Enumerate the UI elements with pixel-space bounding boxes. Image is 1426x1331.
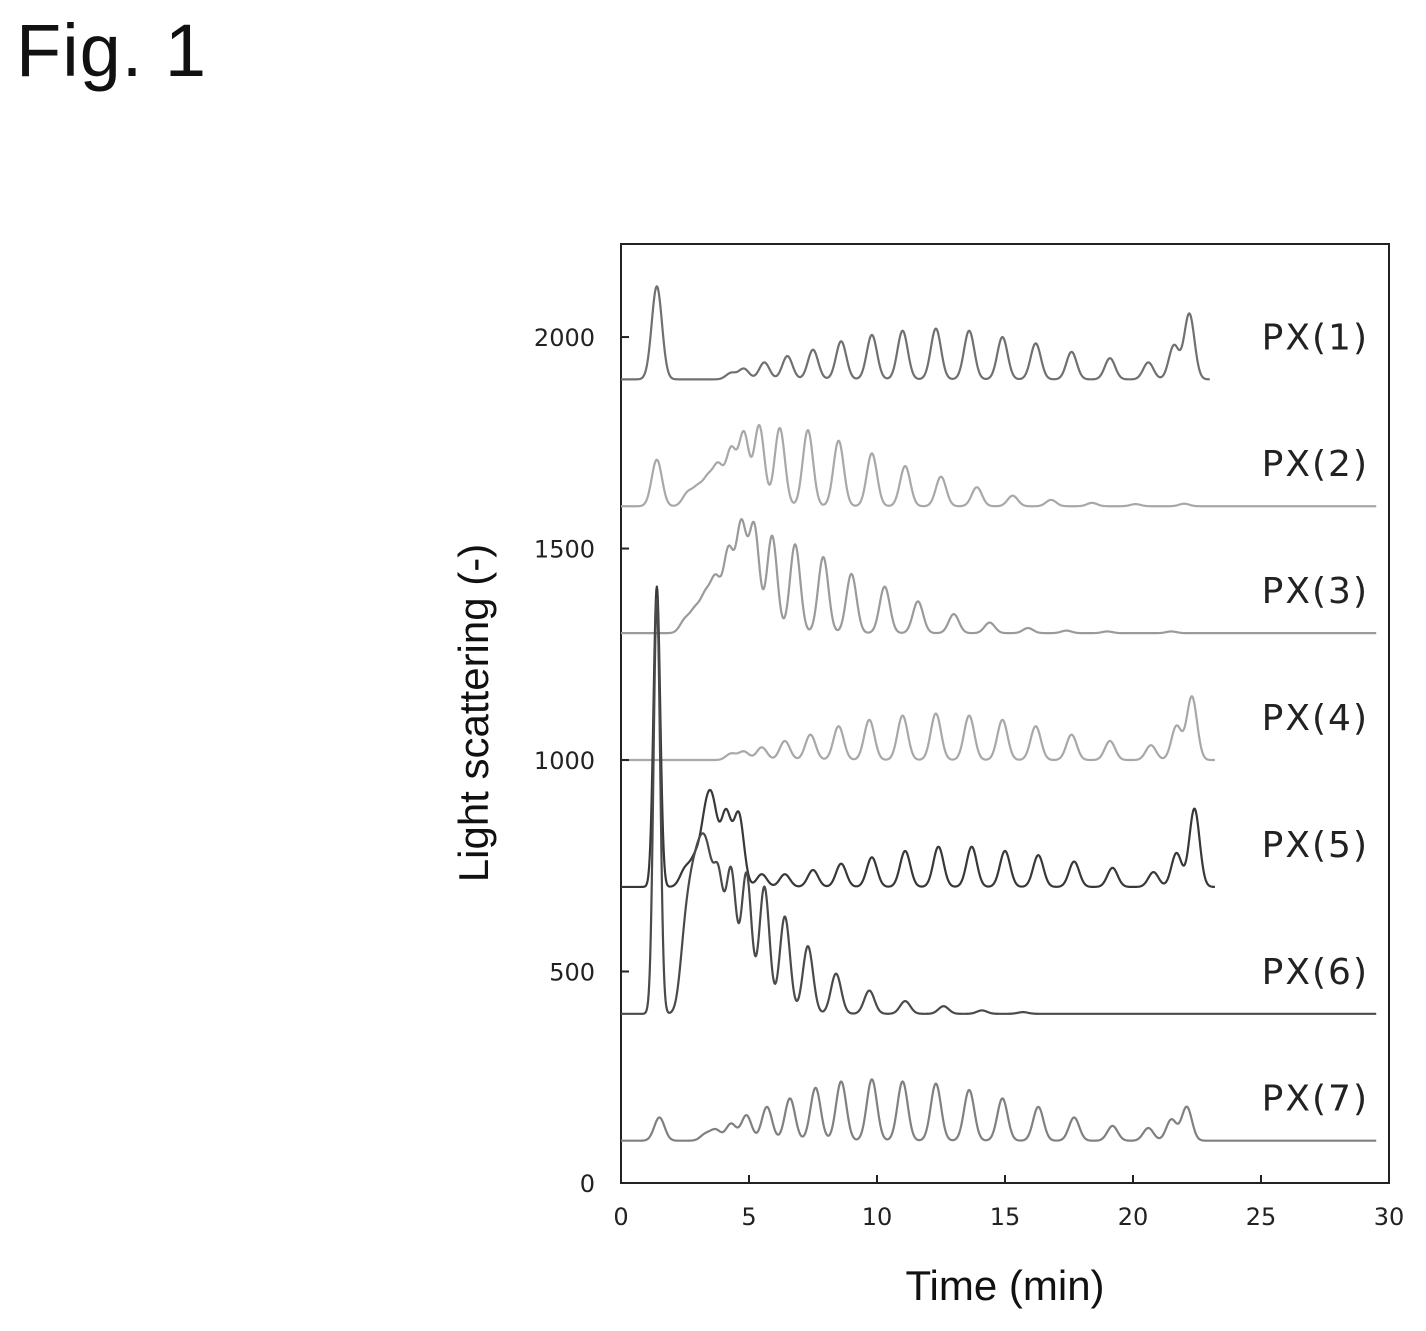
x-tick-label: 25 <box>1246 1203 1277 1231</box>
x-tick-label: 30 <box>1374 1203 1405 1231</box>
figure-label: Fig. 1 <box>16 9 208 92</box>
series-label: PX(7) <box>1262 1079 1369 1120</box>
y-tick-label: 0 <box>580 1170 595 1198</box>
x-tick-label: 0 <box>613 1203 628 1231</box>
series-line-px2 <box>620 423 1377 508</box>
series-line-px3 <box>620 518 1377 635</box>
x-axis-ticks: 0 5 10 15 20 25 30 <box>613 1175 1404 1231</box>
series-line-px7 <box>620 1078 1377 1142</box>
series-label: PX(1) <box>1262 317 1369 358</box>
series-label: PX(2) <box>1262 444 1369 485</box>
series-label: PX(6) <box>1262 952 1369 993</box>
series-layer: PX(1) PX(2) PX(3) PX(4) PX(5) PX(6) PX(7) <box>620 285 1377 1142</box>
y-tick-label: 2000 <box>534 324 595 352</box>
x-tick-label: 10 <box>862 1203 893 1231</box>
x-tick-label: 5 <box>741 1203 756 1231</box>
y-tick-label: 500 <box>549 959 595 987</box>
y-axis-ticks: 0 500 1000 1500 2000 <box>534 324 629 1198</box>
series-line-px6 <box>620 598 1377 1015</box>
series-label: PX(3) <box>1262 571 1369 612</box>
x-tick-label: 20 <box>1118 1203 1149 1231</box>
series-line-px4 <box>620 695 1216 762</box>
x-tick-label: 15 <box>990 1203 1021 1231</box>
series-line-px1 <box>620 285 1211 381</box>
series-label: PX(5) <box>1262 825 1369 866</box>
series-label: PX(4) <box>1262 698 1369 739</box>
series-line-px5 <box>620 585 1216 889</box>
x-axis-title: Time (min) <box>905 1262 1104 1309</box>
y-tick-label: 1000 <box>534 747 595 775</box>
y-axis-title: Light scattering (-) <box>450 544 497 882</box>
y-tick-label: 1500 <box>534 536 595 564</box>
